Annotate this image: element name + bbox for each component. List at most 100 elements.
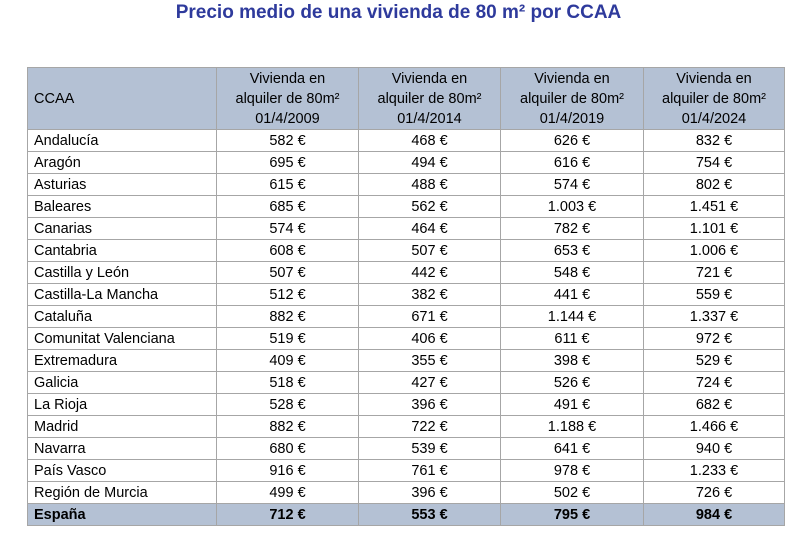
region-cell: Madrid <box>27 415 217 438</box>
price-cell: 488 € <box>358 173 501 196</box>
table-row: La Rioja 528 €396 €491 €682 € <box>27 393 785 416</box>
price-cell: 526 € <box>500 371 644 394</box>
table-row: Región de Murcia 499 €396 €502 €726 € <box>27 481 785 504</box>
price-cell: 782 € <box>500 217 644 240</box>
column-header: CCAA <box>27 67 217 130</box>
column-header: Vivienda en alquiler de 80m² 01/4/2019 <box>500 67 644 130</box>
region-cell: Comunitat Valenciana <box>27 327 217 350</box>
region-cell: Cantabria <box>27 239 217 262</box>
header-line: CCAA <box>34 90 75 107</box>
price-cell: 802 € <box>643 173 785 196</box>
region-cell: Castilla-La Mancha <box>27 283 217 306</box>
region-cell: España <box>27 503 217 526</box>
price-cell: 468 € <box>358 129 501 152</box>
table-row: Cantabria 608 €507 €653 €1.006 € <box>27 239 785 262</box>
price-cell: 382 € <box>358 283 501 306</box>
region-cell: Baleares <box>27 195 217 218</box>
header-row: CCAA Vivienda en alquiler de 80m² 01/4/2009… <box>27 67 785 130</box>
region-cell: Región de Murcia <box>27 481 217 504</box>
header-line: alquiler de 80m² <box>662 90 766 107</box>
header-line: 01/4/2024 <box>681 110 747 127</box>
price-cell: 754 € <box>643 151 785 174</box>
price-cell: 499 € <box>216 481 359 504</box>
table-row: País Vasco 916 €761 €978 €1.233 € <box>27 459 785 482</box>
table-row: Aragón 695 €494 €616 €754 € <box>27 151 785 174</box>
price-cell: 832 € <box>643 129 785 152</box>
table-row: Cataluña 882 €671 €1.144 €1.337 € <box>27 305 785 328</box>
table-body: Andalucía 582 €468 €626 €832 € Aragón 695 €… <box>27 129 785 526</box>
price-cell: 1.006 € <box>643 239 785 262</box>
price-cell: 502 € <box>500 481 644 504</box>
header-line: Vivienda en <box>676 70 752 87</box>
price-cell: 574 € <box>500 173 644 196</box>
price-cell: 442 € <box>358 261 501 284</box>
price-cell: 548 € <box>500 261 644 284</box>
price-cell: 724 € <box>643 371 785 394</box>
table-row: Canarias 574 €464 €782 €1.101 € <box>27 217 785 240</box>
price-cell: 494 € <box>358 151 501 174</box>
price-cell: 539 € <box>358 437 501 460</box>
price-cell: 559 € <box>643 283 785 306</box>
price-cell: 396 € <box>358 393 501 416</box>
price-cell: 1.451 € <box>643 195 785 218</box>
table-row: Baleares 685 €562 €1.003 €1.451 € <box>27 195 785 218</box>
price-cell: 1.233 € <box>643 459 785 482</box>
header-line: alquiler de 80m² <box>377 90 482 107</box>
column-header: Vivienda en alquiler de 80m² 01/4/2009 <box>216 67 359 130</box>
column-header: Vivienda en alquiler de 80m² 01/4/2014 <box>358 67 501 130</box>
region-cell: Asturias <box>27 173 217 196</box>
price-cell: 916 € <box>216 459 359 482</box>
price-cell: 562 € <box>358 195 501 218</box>
price-cell: 726 € <box>643 481 785 504</box>
region-cell: Canarias <box>27 217 217 240</box>
price-cell: 409 € <box>216 349 359 372</box>
price-cell: 722 € <box>358 415 501 438</box>
price-cell: 491 € <box>500 393 644 416</box>
price-cell: 512 € <box>216 283 359 306</box>
price-cell: 507 € <box>216 261 359 284</box>
region-cell: Aragón <box>27 151 217 174</box>
price-cell: 795 € <box>500 503 644 526</box>
header-line: Vivienda en <box>249 70 326 87</box>
header-line: Vivienda en <box>534 70 610 87</box>
table-row: Andalucía 582 €468 €626 €832 € <box>27 129 785 152</box>
price-cell: 712 € <box>216 503 359 526</box>
price-cell: 761 € <box>358 459 501 482</box>
price-cell: 882 € <box>216 305 359 328</box>
price-cell: 1.337 € <box>643 305 785 328</box>
table-row: Galicia 518 €427 €526 €724 € <box>27 371 785 394</box>
price-cell: 685 € <box>216 195 359 218</box>
price-cell: 978 € <box>500 459 644 482</box>
price-cell: 671 € <box>358 305 501 328</box>
price-cell: 882 € <box>216 415 359 438</box>
price-cell: 518 € <box>216 371 359 394</box>
table-row: Extremadura 409 €355 €398 €529 € <box>27 349 785 372</box>
price-cell: 695 € <box>216 151 359 174</box>
price-cell: 396 € <box>358 481 501 504</box>
price-cell: 615 € <box>216 173 359 196</box>
region-cell: Castilla y León <box>27 261 217 284</box>
price-cell: 721 € <box>643 261 785 284</box>
price-cell: 1.144 € <box>500 305 644 328</box>
price-cell: 1.003 € <box>500 195 644 218</box>
column-header: Vivienda en alquiler de 80m² 01/4/2024 <box>643 67 785 130</box>
price-cell: 616 € <box>500 151 644 174</box>
price-cell: 529 € <box>643 349 785 372</box>
price-cell: 1.188 € <box>500 415 644 438</box>
header-line: 01/4/2009 <box>255 110 320 127</box>
price-cell: 608 € <box>216 239 359 262</box>
price-cell: 441 € <box>500 283 644 306</box>
table-row: Asturias 615 €488 €574 €802 € <box>27 173 785 196</box>
region-cell: Galicia <box>27 371 217 394</box>
title: Precio medio de una vivienda de 80 m² po… <box>175 2 622 23</box>
total-row: España 712 €553 €795 €984 € <box>27 503 785 526</box>
header-line: alquiler de 80m² <box>520 90 624 107</box>
price-cell: 398 € <box>500 349 644 372</box>
price-cell: 406 € <box>358 327 501 350</box>
price-cell: 582 € <box>216 129 359 152</box>
table-header: CCAA Vivienda en alquiler de 80m² 01/4/2009… <box>27 67 785 130</box>
table-row: Castilla y León 507 €442 €548 €721 € <box>27 261 785 284</box>
header-line: Vivienda en <box>391 70 468 87</box>
price-cell: 972 € <box>643 327 785 350</box>
